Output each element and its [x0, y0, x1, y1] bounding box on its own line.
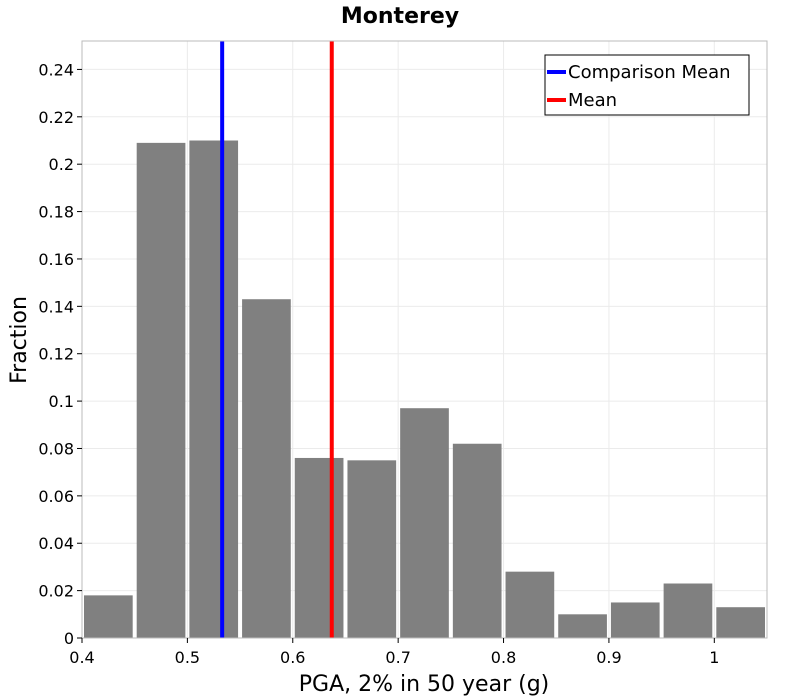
x-tick-label: 0.5	[175, 648, 200, 667]
y-tick-label: 0.24	[38, 60, 74, 79]
y-tick-label: 0.22	[38, 108, 74, 127]
histogram-bar	[347, 460, 397, 638]
legend-label: Mean	[568, 90, 617, 111]
histogram-bar	[294, 457, 344, 638]
legend-box	[544, 54, 750, 116]
x-tick-label: 1	[709, 648, 719, 667]
x-tick-label: 0.9	[596, 648, 621, 667]
x-tick-label: 0.6	[280, 648, 305, 667]
legend: Comparison Mean Mean	[544, 54, 750, 116]
y-axis-ticks: 0 0.02 0.04 0.06 0.08 0.1 0.12 0.14 0.16 0.18 0.2 0…	[38, 60, 82, 648]
histogram-bars	[84, 140, 765, 638]
y-tick-label: 0.04	[38, 534, 74, 553]
y-tick-label: 0.08	[38, 439, 74, 458]
y-tick-label: 0.12	[38, 345, 74, 364]
histogram-bar	[452, 443, 502, 638]
reference-lines	[220, 41, 334, 638]
y-tick-label: 0.2	[49, 155, 74, 174]
legend-label: Comparison Mean	[568, 62, 731, 83]
histogram-bar	[84, 595, 133, 638]
plot-frame	[81, 40, 768, 639]
histogram-bar	[505, 571, 555, 638]
x-tick-label: 0.8	[491, 648, 516, 667]
y-tick-label: 0.06	[38, 487, 74, 506]
y-tick-label: 0.14	[38, 297, 74, 316]
y-tick-label: 0.02	[38, 582, 74, 601]
histogram-bar	[136, 142, 186, 638]
histogram-bar	[400, 408, 449, 638]
y-tick-label: 0.16	[38, 250, 74, 269]
y-tick-label: 0.1	[49, 392, 74, 411]
histogram-bar	[558, 614, 607, 638]
histogram-bar	[610, 602, 660, 638]
y-axis-title: Fraction	[7, 296, 32, 384]
x-axis-title: PGA, 2% in 50 year (g)	[299, 672, 550, 697]
x-tick-label: 0.7	[385, 648, 410, 667]
histogram-bar	[716, 607, 765, 638]
chart-title: Monterey	[341, 4, 459, 29]
x-tick-label: 0.4	[69, 648, 94, 667]
x-axis-ticks: 0.4 0.5 0.6 0.7 0.8 0.9 1	[69, 638, 719, 667]
histogram-bar	[663, 583, 713, 638]
y-tick-label: 0.18	[38, 203, 74, 222]
histogram-bar	[242, 299, 291, 638]
y-tick-label: 0	[64, 629, 74, 648]
histogram-bar	[189, 140, 239, 638]
